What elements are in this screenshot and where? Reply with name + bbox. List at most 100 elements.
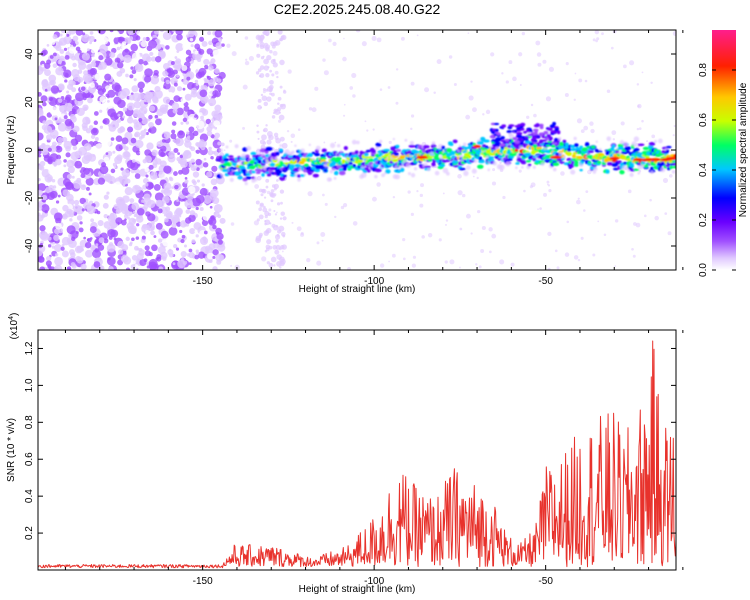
signal-cell <box>585 142 590 145</box>
signal-cell <box>295 156 301 161</box>
signal-halo-cell <box>356 140 360 145</box>
noise-cell <box>72 43 77 47</box>
x-tick-label: -50 <box>538 576 553 587</box>
signal-halo-cell <box>381 173 386 178</box>
noise-cell <box>38 183 46 192</box>
noise-cell <box>128 94 135 101</box>
noise-cell <box>266 131 273 137</box>
noise-cell <box>279 136 285 142</box>
noise-cell <box>281 142 288 149</box>
noise-cell <box>61 136 68 143</box>
noise-cell <box>244 60 250 66</box>
noise-cell <box>130 264 136 269</box>
noise-cell <box>272 41 278 47</box>
noise-cell <box>109 212 115 218</box>
noise-cell <box>85 117 89 121</box>
noise-cell <box>262 90 266 94</box>
noise-cell <box>347 267 351 270</box>
noise-cell <box>134 245 139 251</box>
signal-cell <box>523 130 527 134</box>
noise-cell <box>99 109 103 113</box>
noise-cell <box>132 210 136 214</box>
noise-cell <box>459 227 463 231</box>
noise-cell <box>38 177 41 182</box>
signal-cell <box>343 146 348 151</box>
noise-cell <box>173 171 178 176</box>
noise-cell <box>132 119 139 125</box>
noise-cell <box>371 196 377 202</box>
noise-cell <box>137 208 145 216</box>
noise-cell <box>427 232 433 238</box>
noise-cell <box>601 32 604 36</box>
noise-cell <box>122 107 128 112</box>
noise-cell <box>129 241 133 245</box>
noise-cell <box>70 160 74 164</box>
noise-cell <box>70 113 76 120</box>
snr-series-line <box>38 340 676 569</box>
noise-cell <box>114 57 121 64</box>
noise-cell <box>194 254 200 260</box>
colorbar-tick-label: 0.2 <box>698 213 709 227</box>
noise-cell <box>104 85 111 92</box>
signal-cell <box>619 169 625 175</box>
signal-cell <box>642 146 650 151</box>
noise-cell <box>136 252 144 261</box>
signal-cell <box>574 163 579 167</box>
noise-cell <box>275 239 279 243</box>
noise-cell <box>178 169 183 175</box>
signal-halo-cell <box>410 173 416 178</box>
noise-cell <box>352 94 356 98</box>
noise-cell <box>157 246 166 255</box>
noise-cell <box>410 114 415 118</box>
signal-halo-cell <box>543 146 547 151</box>
x-tick-label: -150 <box>193 276 213 287</box>
signal-cell <box>538 141 543 145</box>
noise-cell <box>88 192 92 196</box>
noise-cell <box>55 158 62 166</box>
noise-cell <box>182 117 188 123</box>
signal-cell <box>581 147 588 152</box>
signal-cell <box>244 161 248 165</box>
noise-cell <box>114 84 122 92</box>
signal-cell <box>548 138 552 142</box>
noise-cell <box>38 256 45 263</box>
signal-cell <box>392 149 398 153</box>
noise-cell <box>155 222 163 230</box>
noise-cell <box>276 254 282 260</box>
noise-cell <box>245 58 248 61</box>
signal-cell <box>527 152 532 156</box>
noise-cell <box>125 267 131 270</box>
signal-cell <box>317 164 325 168</box>
signal-cell <box>546 127 553 131</box>
signal-cell <box>650 166 654 170</box>
noise-cell <box>106 191 110 195</box>
noise-cell <box>39 242 43 246</box>
signal-cell <box>496 132 501 136</box>
noise-cell <box>143 110 147 114</box>
noise-cell <box>155 257 159 261</box>
noise-cell <box>651 134 656 139</box>
noise-cell <box>216 232 224 240</box>
noise-cell <box>92 249 102 259</box>
signal-halo-cell <box>394 164 399 169</box>
noise-cell <box>212 197 220 205</box>
signal-cell <box>533 139 538 143</box>
signal-halo-cell <box>650 170 654 174</box>
signal-cell <box>279 176 286 181</box>
noise-cell <box>322 193 325 197</box>
noise-cell <box>266 261 270 265</box>
noise-cell <box>272 62 278 68</box>
noise-cell <box>320 232 326 237</box>
noise-cell <box>261 95 268 102</box>
signal-cell <box>298 161 305 165</box>
noise-cell <box>184 93 192 101</box>
noise-cell <box>173 244 178 249</box>
noise-cell <box>84 89 89 94</box>
signal-cell <box>419 158 424 162</box>
noise-cell <box>159 30 164 33</box>
noise-cell <box>143 197 152 206</box>
noise-cell <box>134 173 141 179</box>
noise-cell <box>135 139 144 149</box>
noise-cell <box>595 39 598 43</box>
noise-cell <box>212 49 221 58</box>
